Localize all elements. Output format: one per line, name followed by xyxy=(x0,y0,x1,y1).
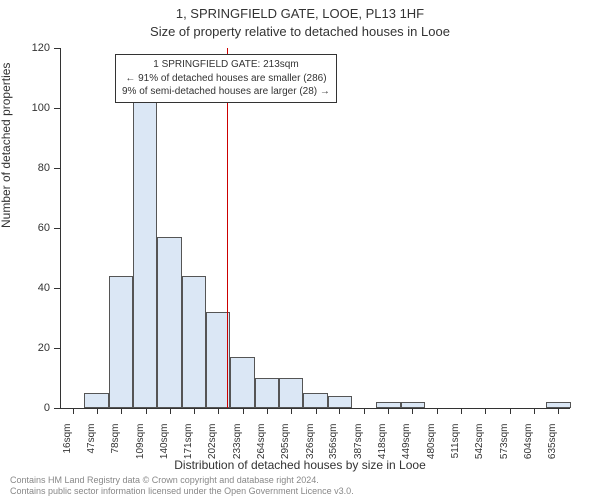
histogram-bar xyxy=(182,276,206,408)
x-tick-label: 542sqm xyxy=(474,424,485,460)
x-tick xyxy=(267,408,268,414)
footer-line-2: Contains public sector information licen… xyxy=(10,486,354,497)
x-tick-label: 480sqm xyxy=(426,424,437,460)
x-tick-label: 202sqm xyxy=(207,424,218,460)
histogram-bar xyxy=(157,237,181,408)
annotation-line: 9% of semi-detached houses are larger (2… xyxy=(122,85,330,99)
y-tick-label: 0 xyxy=(0,402,50,414)
histogram-bar xyxy=(230,357,254,408)
annotation-line: ← 91% of detached houses are smaller (28… xyxy=(122,72,330,86)
x-tick xyxy=(243,408,244,414)
x-tick xyxy=(73,408,74,414)
histogram-bar xyxy=(401,402,425,408)
x-tick xyxy=(412,408,413,414)
x-tick xyxy=(364,408,365,414)
x-tick-label: 573sqm xyxy=(499,424,510,460)
chart-title-sub: Size of property relative to detached ho… xyxy=(0,24,600,39)
x-tick-label: 387sqm xyxy=(353,424,364,460)
x-tick xyxy=(461,408,462,414)
y-tick-label: 40 xyxy=(0,282,50,294)
x-tick xyxy=(510,408,511,414)
x-tick xyxy=(97,408,98,414)
x-tick xyxy=(194,408,195,414)
y-axis-label: Number of detached properties xyxy=(0,63,13,228)
x-tick-label: 109sqm xyxy=(135,424,146,460)
x-tick xyxy=(534,408,535,414)
x-tick xyxy=(170,408,171,414)
y-tick xyxy=(54,408,60,409)
histogram-bar xyxy=(133,96,157,408)
x-tick-label: 604sqm xyxy=(523,424,534,460)
x-tick xyxy=(316,408,317,414)
x-tick-label: 171sqm xyxy=(183,424,194,460)
y-tick-label: 60 xyxy=(0,222,50,234)
x-tick-label: 326sqm xyxy=(305,424,316,460)
x-axis-label: Distribution of detached houses by size … xyxy=(0,458,600,472)
x-tick-label: 233sqm xyxy=(232,424,243,460)
x-tick-label: 449sqm xyxy=(401,424,412,460)
histogram-bar xyxy=(376,402,400,408)
histogram-bar xyxy=(303,393,327,408)
histogram-bar xyxy=(546,402,570,408)
x-tick-label: 16sqm xyxy=(62,424,73,454)
y-tick-label: 80 xyxy=(0,162,50,174)
x-tick-label: 418sqm xyxy=(377,424,388,460)
x-tick xyxy=(218,408,219,414)
x-tick-label: 511sqm xyxy=(450,424,461,459)
x-tick xyxy=(146,408,147,414)
x-tick xyxy=(437,408,438,414)
x-tick xyxy=(339,408,340,414)
histogram-bar xyxy=(255,378,279,408)
annotation-box: 1 SPRINGFIELD GATE: 213sqm← 91% of detac… xyxy=(115,54,337,103)
x-tick xyxy=(121,408,122,414)
x-tick xyxy=(485,408,486,414)
x-tick-label: 264sqm xyxy=(256,424,267,460)
footer-text: Contains HM Land Registry data © Crown c… xyxy=(10,475,354,498)
x-tick xyxy=(291,408,292,414)
histogram-bar xyxy=(84,393,108,408)
histogram-bar xyxy=(279,378,303,408)
x-tick-label: 356sqm xyxy=(328,424,339,460)
chart-container: 1, SPRINGFIELD GATE, LOOE, PL13 1HF Size… xyxy=(0,0,600,500)
footer-line-1: Contains HM Land Registry data © Crown c… xyxy=(10,475,354,486)
x-tick-label: 635sqm xyxy=(547,424,558,460)
x-tick-label: 47sqm xyxy=(86,424,97,454)
annotation-line: 1 SPRINGFIELD GATE: 213sqm xyxy=(122,58,330,72)
histogram-bar xyxy=(328,396,352,408)
x-tick xyxy=(388,408,389,414)
x-tick xyxy=(558,408,559,414)
x-tick-label: 140sqm xyxy=(159,424,170,460)
y-tick-label: 20 xyxy=(0,342,50,354)
histogram-bar xyxy=(109,276,133,408)
x-tick-label: 295sqm xyxy=(280,424,291,460)
y-tick-label: 100 xyxy=(0,102,50,114)
chart-title-main: 1, SPRINGFIELD GATE, LOOE, PL13 1HF xyxy=(0,6,600,21)
y-tick-label: 120 xyxy=(0,42,50,54)
x-tick-label: 78sqm xyxy=(110,424,121,454)
plot-area: 1 SPRINGFIELD GATE: 213sqm← 91% of detac… xyxy=(60,48,570,408)
